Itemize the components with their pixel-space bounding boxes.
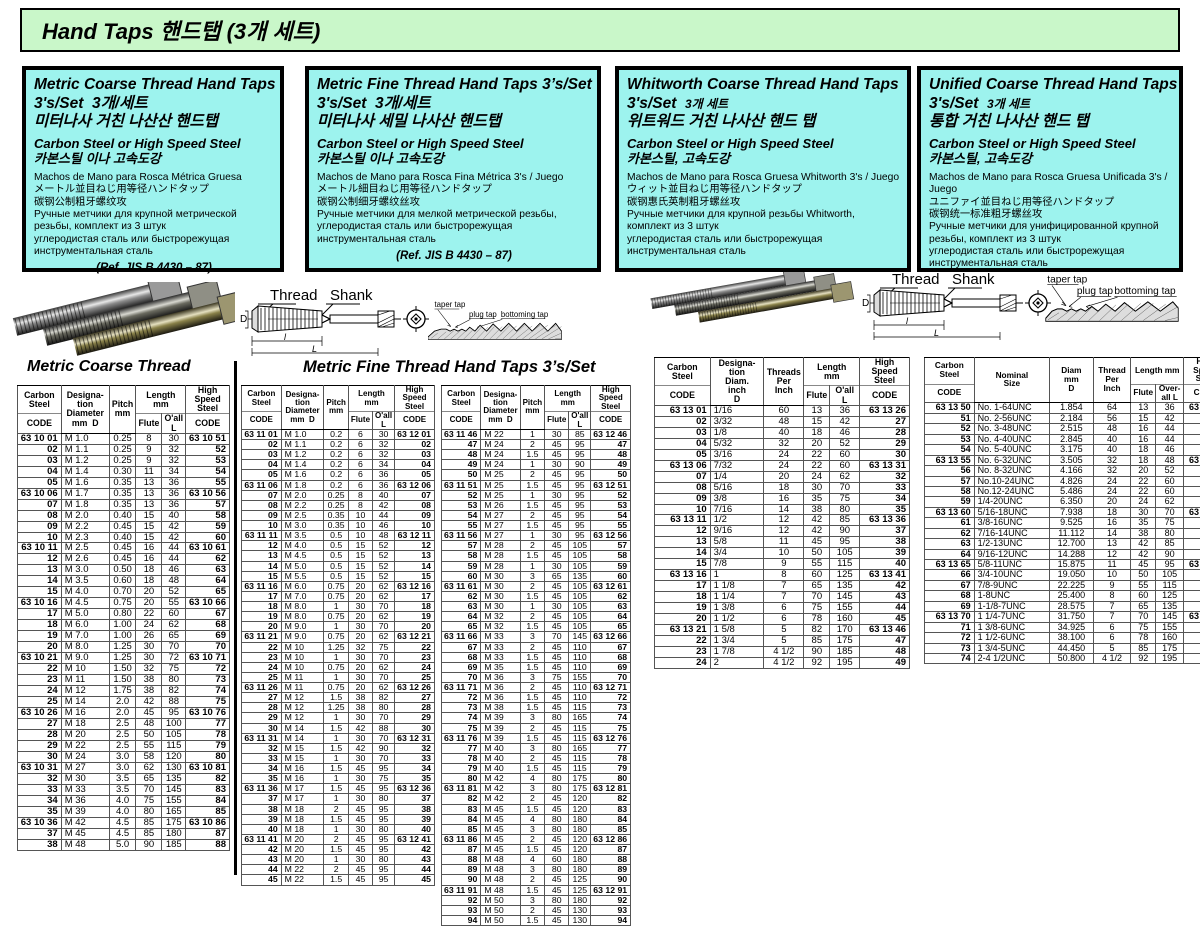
svg-text:plug tap: plug tap xyxy=(469,310,497,319)
svg-text:bottoming tap: bottoming tap xyxy=(501,310,549,319)
svg-text:bottoming tap: bottoming tap xyxy=(1114,286,1176,297)
svg-text:D: D xyxy=(862,298,869,309)
svg-text:l: l xyxy=(284,332,287,342)
svg-text:taper tap: taper tap xyxy=(1047,274,1087,285)
svg-text:taper tap: taper tap xyxy=(435,300,466,309)
svg-text:plug tap: plug tap xyxy=(1077,286,1113,297)
svg-text:Thread: Thread xyxy=(270,287,318,304)
svg-text:L: L xyxy=(934,328,939,338)
svg-text:Shank: Shank xyxy=(952,271,995,288)
svg-text:Shank: Shank xyxy=(330,287,373,304)
svg-text:l: l xyxy=(906,316,909,326)
svg-text:Thread: Thread xyxy=(892,271,940,288)
svg-text:D: D xyxy=(240,314,247,325)
svg-text:L: L xyxy=(312,344,317,354)
